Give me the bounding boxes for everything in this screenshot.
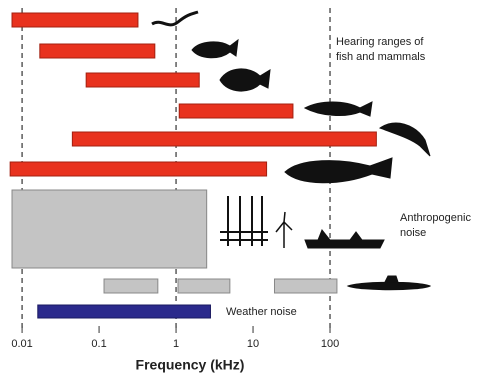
x-tick-label: 10 <box>247 338 259 350</box>
range-bar <box>12 190 207 268</box>
eel-icon <box>152 12 198 25</box>
oil-rig-icon <box>220 196 268 246</box>
range-bar <box>86 73 199 87</box>
range-bar <box>40 44 155 58</box>
chart: 0.01 0.1 1 10 100 Hearing ranges of fish and m… <box>0 0 496 379</box>
x-tick-label: 0.01 <box>11 338 32 350</box>
turbine-icon <box>276 212 292 248</box>
series-label: Hearing ranges of <box>336 36 424 48</box>
series-label: noise <box>400 227 426 239</box>
ship-icon <box>305 230 384 248</box>
series-label: Anthropogenic <box>400 212 471 224</box>
dolphin-icon <box>380 123 430 156</box>
range-bar <box>274 279 336 293</box>
x-tick-label: 100 <box>321 338 339 350</box>
x-axis-label: Frequency (kHz) <box>136 357 245 373</box>
plot: 0.01 0.1 1 10 100 Hearing ranges of fish and m… <box>10 8 471 350</box>
range-bar <box>10 162 266 176</box>
fish-icon <box>220 69 270 91</box>
submarine-icon <box>348 276 430 290</box>
series-label: Weather noise <box>226 306 297 318</box>
range-bar <box>178 279 230 293</box>
series-label: fish and mammals <box>336 51 426 63</box>
range-bar <box>104 279 158 293</box>
seal-icon <box>305 102 372 116</box>
range-bar <box>38 305 211 318</box>
range-bar <box>179 104 293 118</box>
range-bar <box>72 132 376 146</box>
range-bar <box>12 13 138 27</box>
whale-icon <box>285 158 392 183</box>
x-tick-label: 1 <box>173 338 179 350</box>
fish-icon <box>192 40 238 58</box>
x-tick-label: 0.1 <box>91 338 106 350</box>
